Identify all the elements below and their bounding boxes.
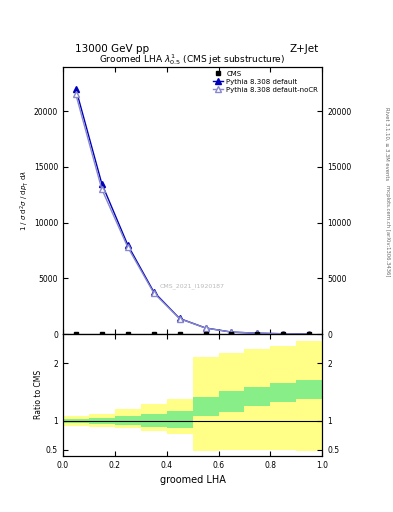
Text: mcplots.cern.ch [arXiv:1306.3436]: mcplots.cern.ch [arXiv:1306.3436] xyxy=(385,185,389,276)
Pythia 8.308 default xyxy=(203,325,208,331)
Y-axis label: Ratio to CMS: Ratio to CMS xyxy=(34,370,43,419)
Pythia 8.308 default xyxy=(73,86,78,92)
Line: Pythia 8.308 default-noCR: Pythia 8.308 default-noCR xyxy=(73,92,312,337)
Pythia 8.308 default-noCR xyxy=(307,331,312,337)
CMS xyxy=(73,330,78,336)
Pythia 8.308 default xyxy=(255,330,260,336)
Text: 13000 GeV pp: 13000 GeV pp xyxy=(75,44,149,54)
Pythia 8.308 default xyxy=(281,331,286,337)
Pythia 8.308 default-noCR xyxy=(125,244,130,250)
Pythia 8.308 default-noCR xyxy=(229,329,234,335)
Pythia 8.308 default-noCR xyxy=(203,325,208,331)
Text: CMS_2021_I1920187: CMS_2021_I1920187 xyxy=(160,283,225,289)
CMS xyxy=(255,330,260,336)
Pythia 8.308 default xyxy=(99,181,104,187)
Pythia 8.308 default-noCR xyxy=(177,315,182,322)
CMS xyxy=(99,330,104,336)
X-axis label: groomed LHA: groomed LHA xyxy=(160,475,226,485)
CMS xyxy=(307,330,312,336)
CMS xyxy=(177,330,182,336)
Title: Groomed LHA $\lambda^{1}_{0.5}$ (CMS jet substructure): Groomed LHA $\lambda^{1}_{0.5}$ (CMS jet… xyxy=(99,52,286,67)
Pythia 8.308 default-noCR xyxy=(255,330,260,336)
Text: Rivet 3.1.10, ≥ 3.3M events: Rivet 3.1.10, ≥ 3.3M events xyxy=(385,106,389,180)
CMS xyxy=(151,330,156,336)
Pythia 8.308 default-noCR xyxy=(281,331,286,337)
Line: CMS: CMS xyxy=(73,331,312,336)
Text: Z+Jet: Z+Jet xyxy=(289,44,318,54)
Pythia 8.308 default-noCR xyxy=(73,91,78,97)
Pythia 8.308 default xyxy=(229,329,234,335)
CMS xyxy=(281,330,286,336)
Pythia 8.308 default xyxy=(307,331,312,337)
Pythia 8.308 default-noCR xyxy=(99,186,104,192)
Pythia 8.308 default-noCR xyxy=(151,290,156,296)
Y-axis label: 1 / $\sigma$ d$^2\sigma$ / d$p_{\mathrm{T}}$ d$\lambda$: 1 / $\sigma$ d$^2\sigma$ / d$p_{\mathrm{… xyxy=(18,170,31,231)
CMS xyxy=(125,330,130,336)
CMS xyxy=(229,330,234,336)
Line: Pythia 8.308 default: Pythia 8.308 default xyxy=(73,86,312,337)
CMS xyxy=(203,330,208,336)
Pythia 8.308 default xyxy=(151,289,156,295)
Pythia 8.308 default xyxy=(125,242,130,248)
Legend: CMS, Pythia 8.308 default, Pythia 8.308 default-noCR: CMS, Pythia 8.308 default, Pythia 8.308 … xyxy=(210,68,321,96)
Pythia 8.308 default xyxy=(177,315,182,322)
